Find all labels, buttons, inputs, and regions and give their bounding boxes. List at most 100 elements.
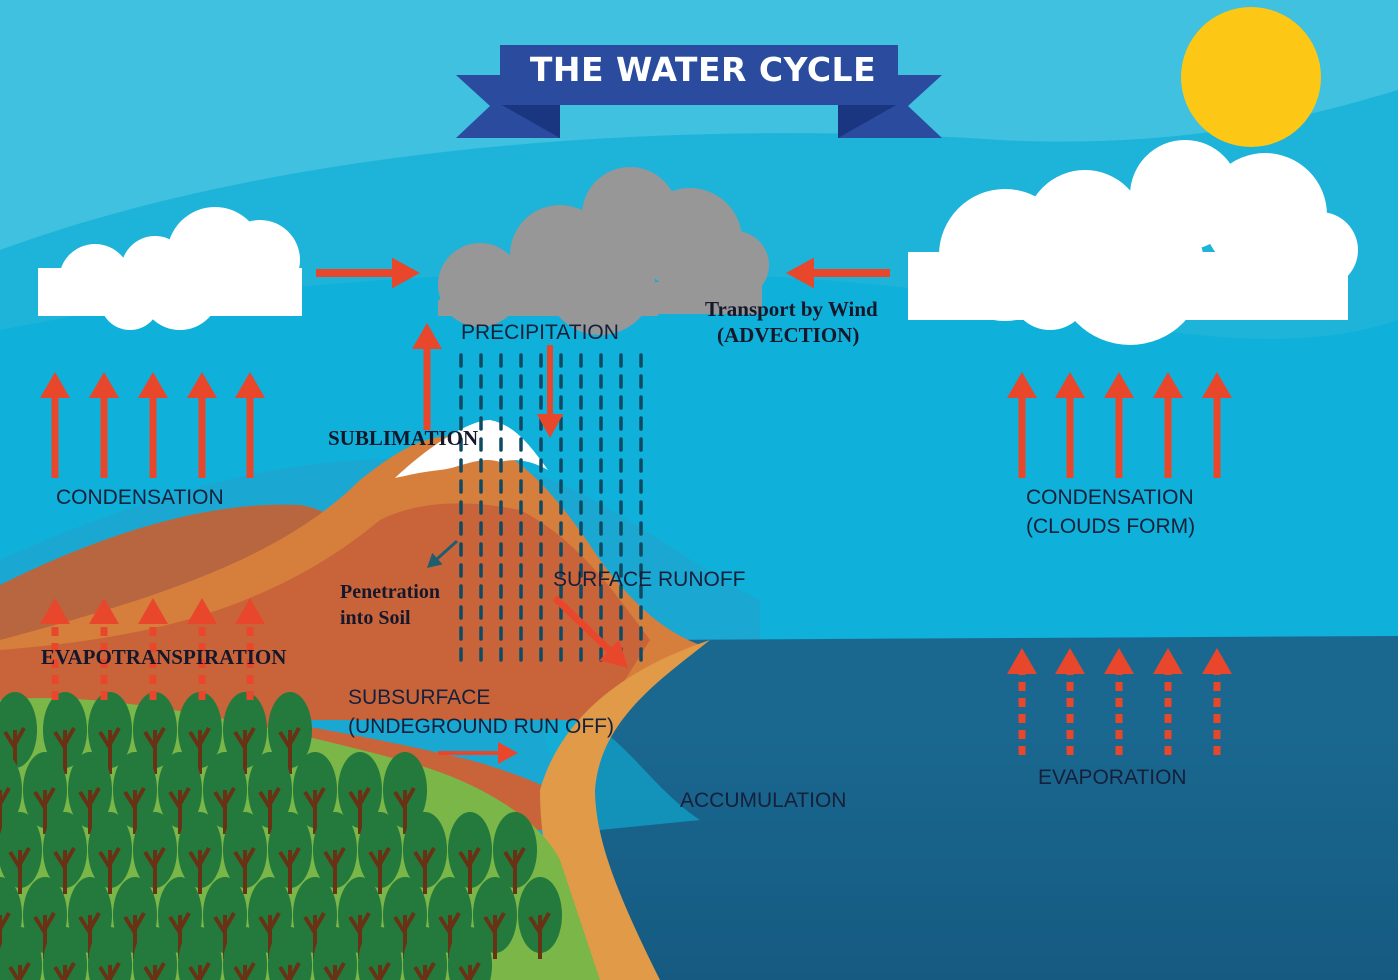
- tree: [223, 812, 267, 894]
- tree: [88, 692, 132, 774]
- tree: [223, 927, 267, 980]
- tree-trunk: [278, 962, 301, 980]
- evapotranspiration-arrow: [40, 598, 70, 700]
- tree-crown: [133, 927, 177, 980]
- banner-right-fold: [838, 104, 898, 138]
- tree: [88, 812, 132, 894]
- tree: [448, 812, 492, 894]
- tree: [518, 877, 562, 959]
- tree: [293, 752, 337, 834]
- evaporation-arrow: [1055, 648, 1085, 755]
- tree-trunk: [323, 847, 346, 894]
- tree: [158, 752, 202, 834]
- tree: [0, 812, 42, 894]
- tree: [403, 812, 447, 894]
- tree: [268, 692, 312, 774]
- evaporation-arrow: [1202, 648, 1232, 755]
- tree-crown: [223, 927, 267, 980]
- storm-puff: [545, 225, 655, 335]
- tree-trunk: [0, 912, 11, 959]
- advection-arrow-left: [316, 257, 420, 289]
- arrow-head: [1153, 372, 1183, 398]
- arrow-head: [1007, 648, 1037, 674]
- sublimation-label: SUBLIMATION: [328, 426, 479, 450]
- tree-trunk: [503, 847, 526, 894]
- rain-cloud-icon: [438, 167, 769, 335]
- penetration-arrow: [427, 539, 459, 568]
- condensation-arrow-right: [1104, 372, 1134, 478]
- tree-crown: [88, 927, 132, 980]
- tree: [133, 692, 177, 774]
- tree-trunk: [413, 847, 436, 894]
- tree: [383, 752, 427, 834]
- tree: [448, 927, 492, 980]
- tree: [338, 752, 382, 834]
- arrow-head: [786, 257, 814, 289]
- tree-trunk: [278, 847, 301, 894]
- arrow-head: [138, 598, 168, 624]
- tree: [403, 927, 447, 980]
- tree-crown: [268, 927, 312, 980]
- condensation-arrow-right: [1153, 372, 1183, 478]
- advection-label: (ADVECTION): [717, 323, 860, 347]
- condensation-left-label: CONDENSATION: [56, 486, 224, 509]
- tree-trunk: [278, 727, 301, 774]
- condensation-arrow-left: [40, 372, 70, 478]
- banner-body: [500, 45, 898, 105]
- tree: [178, 692, 222, 774]
- underground-runoff-arrow: [438, 742, 518, 764]
- arrow-shaft: [552, 595, 612, 653]
- arrow-head: [1153, 648, 1183, 674]
- arrow-head: [1202, 648, 1232, 674]
- tree-crown: [43, 927, 87, 980]
- tree-trunk: [143, 727, 166, 774]
- transport-by-wind-label: Transport by Wind: [705, 297, 878, 321]
- tree-trunk: [458, 962, 481, 980]
- tree-trunk: [188, 847, 211, 894]
- beach: [540, 640, 710, 980]
- tree: [23, 752, 67, 834]
- tree: [133, 812, 177, 894]
- tree-trunk: [483, 912, 506, 959]
- tree-trunk: [303, 787, 326, 834]
- tree-trunk: [233, 962, 256, 980]
- dashed-arrows: [40, 598, 1232, 755]
- banner-left-fold: [500, 104, 560, 138]
- arrow-head: [1055, 372, 1085, 398]
- title-banner: [456, 45, 942, 138]
- tree-trunk: [33, 787, 56, 834]
- tree: [113, 752, 157, 834]
- arrow-head: [235, 372, 265, 398]
- ocean-depth: [600, 720, 1398, 980]
- arrow-head: [1007, 372, 1037, 398]
- tree: [313, 927, 357, 980]
- mountain-shadow: [0, 503, 650, 720]
- tree-trunk: [233, 727, 256, 774]
- precipitation-label: PRECIPITATION: [461, 321, 619, 344]
- advection-arrow-right: [786, 257, 890, 289]
- tree-trunk: [143, 962, 166, 980]
- arrow-head: [536, 414, 564, 438]
- evapotranspiration-label: EVAPOTRANSPIRATION: [41, 645, 287, 669]
- tree-trunk: [528, 912, 551, 959]
- tree-trunk: [78, 787, 101, 834]
- tree-trunk: [233, 847, 256, 894]
- tree-trunk: [143, 847, 166, 894]
- precipitation-arrow: [536, 345, 564, 438]
- arrow-head: [40, 598, 70, 624]
- tree-trunk: [123, 787, 146, 834]
- evaporation-arrow: [1104, 648, 1134, 755]
- arrow-head: [412, 323, 442, 349]
- arrow-head: [187, 598, 217, 624]
- arrow-shaft: [436, 539, 459, 560]
- tree: [223, 692, 267, 774]
- tree: [473, 877, 517, 959]
- tree: [68, 752, 112, 834]
- underground-runoff-label: (UNDEGROUND RUN OFF): [348, 715, 614, 738]
- tree: [43, 812, 87, 894]
- arrow-head: [498, 742, 518, 764]
- condensation-right-label: CONDENSATION: [1026, 486, 1194, 509]
- clouds-form-label: (CLOUDS FORM): [1026, 515, 1196, 538]
- tree-trunk: [368, 847, 391, 894]
